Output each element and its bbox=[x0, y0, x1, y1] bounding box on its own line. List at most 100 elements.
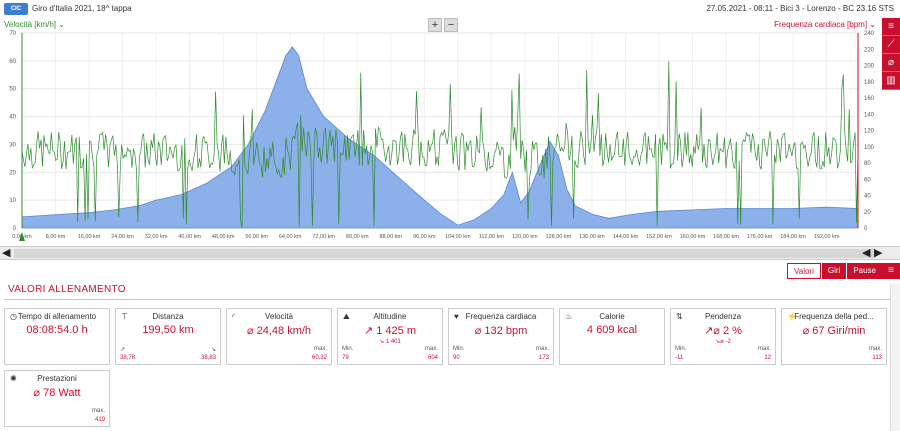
left-tick-label: 10 bbox=[9, 198, 16, 204]
card-min-value: -11 bbox=[675, 355, 684, 361]
scroll-thumb[interactable] bbox=[14, 249, 876, 258]
card-min-label: Min. bbox=[675, 346, 687, 352]
right-tick-label: 0 bbox=[864, 226, 868, 232]
card-max-label: max. bbox=[535, 346, 549, 352]
card-label: Distanza bbox=[152, 312, 184, 321]
card-value: ⌀ 67 Giri/min bbox=[802, 325, 866, 337]
card-label: Velocità bbox=[264, 312, 294, 321]
left-tick-label: 60 bbox=[9, 59, 16, 65]
card-min-value: 38,78 bbox=[120, 355, 136, 361]
value-card: ✺ Prestazioni ⌀ 78 Watt max. 419 bbox=[4, 370, 110, 427]
right-axis-title[interactable]: Frequenza cardiaca [bpm] ⌄ bbox=[774, 20, 876, 29]
right-tick-label: 140 bbox=[864, 112, 875, 118]
diameter-icon[interactable]: ⌀ bbox=[882, 54, 900, 72]
vertical-scrollbar[interactable] bbox=[890, 284, 900, 431]
tab-valori[interactable]: Valori bbox=[787, 263, 821, 279]
chevron-down-icon[interactable]: ⌄ bbox=[58, 20, 65, 29]
card-min-label: Min. bbox=[453, 346, 465, 352]
card-value: 4 609 kcal bbox=[586, 324, 638, 336]
x-tick-label: 96,00 km bbox=[413, 234, 436, 240]
card-value: ⌀ 78 Watt bbox=[33, 387, 81, 399]
list-icon[interactable]: ≡ bbox=[882, 18, 900, 36]
card-max-value: 60,32 bbox=[311, 355, 327, 361]
zoom-out-button[interactable]: − bbox=[444, 18, 458, 32]
speed-line bbox=[21, 61, 859, 228]
card-min-label: Min. bbox=[342, 346, 354, 352]
clock-icon: ◷ bbox=[10, 312, 17, 321]
value-card: ♨ Calorie 4 609 kcal bbox=[559, 308, 665, 365]
position-marker-icon bbox=[19, 232, 25, 241]
pedal-icon: ⚡ bbox=[787, 312, 797, 321]
x-tick-label: 120,00 km bbox=[512, 234, 538, 240]
right-tick-label: 180 bbox=[864, 80, 875, 86]
value-card: ⊤ Distanza 199,50 km ↗ 38,78 ↘ 38,83 bbox=[115, 308, 221, 365]
left-tick-label: 0 bbox=[13, 226, 17, 232]
altitude-area bbox=[21, 46, 859, 229]
right-tick-label: 240 bbox=[864, 31, 875, 37]
card-max-value: 38,83 bbox=[200, 355, 216, 361]
chart-scrollbar[interactable]: ◀ ◀ ▶ bbox=[0, 246, 900, 260]
value-card: ◷ Tempo di allenamento 08:08:54.0 h bbox=[4, 308, 110, 365]
x-tick-label: 192,00 km bbox=[814, 234, 840, 240]
card-max-label: ↘ bbox=[210, 347, 216, 353]
card-value: ⌀ 24,48 km/h bbox=[246, 325, 312, 337]
slope-icon: ⇅ bbox=[676, 312, 683, 321]
list-icon[interactable]: ≡ bbox=[882, 263, 900, 279]
x-tick-label: 128,00 km bbox=[546, 234, 572, 240]
zoom-in-button[interactable]: + bbox=[428, 18, 442, 32]
bar-chart-icon[interactable]: ▥ bbox=[882, 72, 900, 90]
card-value: 199,50 km bbox=[142, 324, 194, 336]
top-bar: CIC Giro d'Italia 2021, 18^ tappa 27.05.… bbox=[0, 0, 900, 18]
section-divider bbox=[4, 299, 890, 300]
scroll-right-icon[interactable]: ▶ bbox=[874, 247, 883, 259]
x-tick-label: 144,00 km bbox=[613, 234, 639, 240]
scroll-left-icon[interactable]: ◀ bbox=[2, 247, 11, 259]
x-tick-label: 80,00 km bbox=[346, 234, 369, 240]
flame-icon: ♨ bbox=[565, 312, 573, 321]
chevron-down-icon[interactable]: ⌄ bbox=[869, 20, 876, 29]
card-value: ↗ 1 425 m bbox=[363, 325, 417, 337]
right-tick-label: 20 bbox=[864, 210, 871, 216]
x-tick-label: 32,00 km bbox=[145, 234, 168, 240]
training-chart[interactable]: 0 10 20 30 40 50 60 70 0 20 40 60 80 100 120 140 160 180 2… bbox=[0, 30, 880, 245]
card-label: Frequenza cardiaca bbox=[465, 312, 537, 321]
tab-pause[interactable]: Pause bbox=[847, 263, 882, 279]
right-tick-label: 220 bbox=[864, 47, 875, 53]
x-tick-label: 88,00 km bbox=[379, 234, 402, 240]
x-tick-label: 16,00 km bbox=[78, 234, 101, 240]
section-title: VALORI ALLENAMENTO bbox=[8, 284, 126, 295]
chart-sidebar: ≡ ⟋ ⌀ ▥ bbox=[882, 18, 900, 90]
card-label: Tempo di allenamento bbox=[17, 312, 97, 321]
speed-icon: ◜ bbox=[232, 312, 236, 321]
value-card: ⇅ Pendenza ↗⌀ 2 % ↘⌀ -2 Min. -11 max. 12 bbox=[670, 308, 776, 365]
right-tick-label: 100 bbox=[864, 145, 875, 151]
right-tick-label: 120 bbox=[864, 129, 875, 135]
card-max-value: 12 bbox=[764, 355, 771, 361]
x-tick-label: 112,00 km bbox=[479, 234, 505, 240]
left-axis-title[interactable]: Velocità [km/h] ⌄ bbox=[4, 20, 65, 29]
line-chart-icon[interactable]: ⟋ bbox=[882, 36, 900, 54]
right-tick-label: 200 bbox=[864, 64, 875, 70]
left-tick-label: 50 bbox=[9, 87, 16, 93]
card-max-label: max. bbox=[868, 346, 882, 352]
tab-giri[interactable]: Giri bbox=[821, 263, 847, 279]
x-tick-label: 104,00 km bbox=[445, 234, 471, 240]
mountain-icon: ⛰ bbox=[343, 312, 350, 321]
x-tick-label: 168,00 km bbox=[713, 234, 739, 240]
right-tick-label: 160 bbox=[864, 96, 875, 102]
card-label: Calorie bbox=[599, 312, 625, 321]
x-tick-label: 24,00 km bbox=[111, 234, 134, 240]
scroll-left-icon[interactable]: ◀ bbox=[862, 247, 871, 259]
x-tick-label: 176,00 km bbox=[747, 234, 773, 240]
card-max-label: max. bbox=[91, 408, 105, 414]
card-max-label: max. bbox=[757, 346, 771, 352]
card-label: Pendenza bbox=[704, 312, 742, 321]
card-max-value: 419 bbox=[94, 417, 105, 423]
value-card: ♥ Frequenza cardiaca ⌀ 132 bpm Min. 90 max. 17… bbox=[448, 308, 554, 365]
session-meta: 27.05.2021 - 08:11 - Bici 3 - Lorenzo - … bbox=[706, 4, 894, 13]
card-max-value: 604 bbox=[427, 355, 438, 361]
card-min-label: ↗ bbox=[120, 347, 126, 353]
app-logo: CIC bbox=[4, 3, 28, 15]
x-tick-label: 56,00 km bbox=[245, 234, 268, 240]
x-tick-label: 40,00 km bbox=[178, 234, 201, 240]
